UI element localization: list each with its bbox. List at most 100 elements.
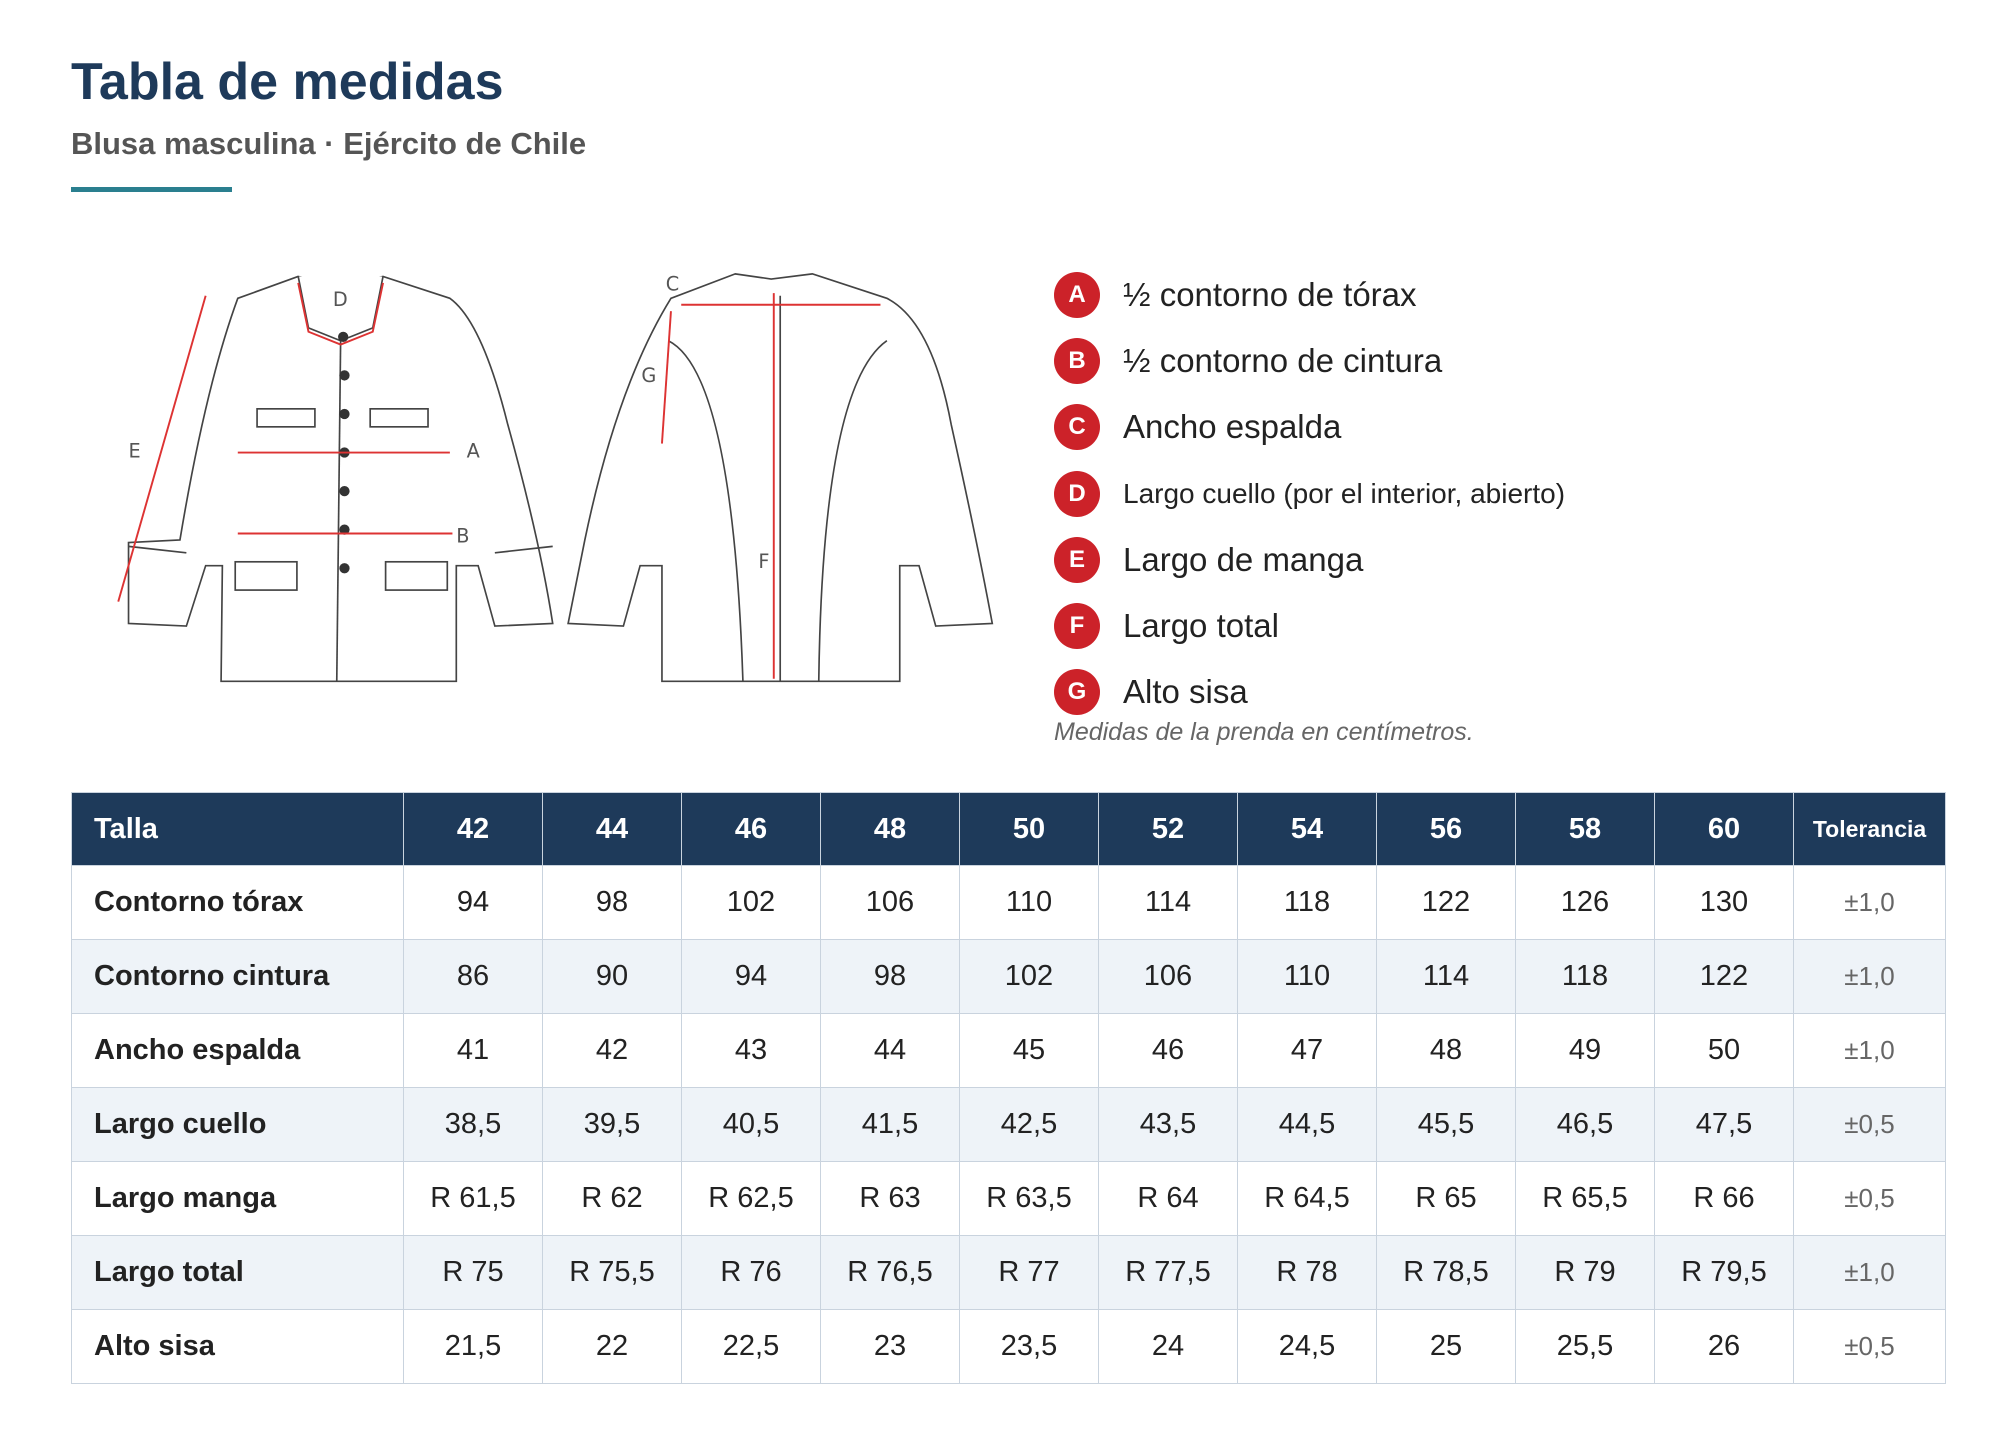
row-label: Contorno cintura — [71, 939, 404, 1014]
legend-item: G Alto sisa — [1054, 659, 1565, 725]
cell: 44 — [820, 1013, 960, 1088]
cell: ±0,5 — [1793, 1087, 1946, 1162]
cell: R 66 — [1654, 1161, 1794, 1236]
cell: R 77 — [959, 1235, 1099, 1310]
cell: 122 — [1376, 865, 1516, 940]
cell: 39,5 — [542, 1087, 682, 1162]
table-row: Largo manga R 61,5 R 62 R 62,5 R 63 R 63,5 R 6… — [71, 1161, 1946, 1236]
cell: 48 — [1376, 1013, 1516, 1088]
legend-label: Largo total — [1123, 607, 1279, 645]
cell: 26 — [1654, 1309, 1794, 1384]
diagram-letter: G — [641, 364, 656, 387]
diagram-letter: D — [333, 288, 348, 311]
cell: 22 — [542, 1309, 682, 1384]
cell: 106 — [820, 865, 960, 940]
cell: ±0,5 — [1793, 1161, 1946, 1236]
cell: 24,5 — [1237, 1309, 1377, 1384]
cell: R 63 — [820, 1161, 960, 1236]
row-label: Largo cuello — [71, 1087, 404, 1162]
cell: 130 — [1654, 865, 1794, 940]
legend-label: Ancho espalda — [1123, 408, 1342, 446]
cell: 47,5 — [1654, 1087, 1794, 1162]
cell: 41,5 — [820, 1087, 960, 1162]
header-cell: Talla — [71, 792, 404, 866]
diagram-letter: B — [456, 525, 469, 548]
cell: 46 — [1098, 1013, 1238, 1088]
header-cell: 60 — [1654, 792, 1794, 866]
legend-badge: D — [1054, 470, 1100, 517]
cell: 114 — [1376, 939, 1516, 1014]
cell: 94 — [681, 939, 821, 1014]
diagram-letter: F — [758, 550, 769, 573]
header-cell: 50 — [959, 792, 1099, 866]
cell: 25 — [1376, 1309, 1516, 1384]
legend-badge: B — [1054, 338, 1100, 385]
legend-badge: E — [1054, 536, 1100, 583]
cell: ±1,0 — [1793, 939, 1946, 1014]
row-label: Largo manga — [71, 1161, 404, 1236]
legend-label: Largo de manga — [1123, 540, 1364, 578]
cell: R 64 — [1098, 1161, 1238, 1236]
legend-label: ½ contorno de cintura — [1123, 342, 1443, 380]
header-row: Talla 42 44 46 48 50 52 54 56 58 60 Tolerancia — [71, 792, 1946, 866]
note: Medidas de la prenda en centímetros. — [1054, 718, 1474, 746]
cell: 94 — [403, 865, 543, 940]
legend-item: A ½ contorno de tórax — [1054, 262, 1565, 328]
cell: 42 — [542, 1013, 682, 1088]
header-cell: 58 — [1515, 792, 1655, 866]
cell: 126 — [1515, 865, 1655, 940]
legend-item: F Largo total — [1054, 593, 1565, 659]
header-cell: 42 — [403, 792, 543, 866]
cell: 49 — [1515, 1013, 1655, 1088]
accent-bar — [71, 187, 232, 192]
cell: 41 — [403, 1013, 543, 1088]
legend-badge: A — [1054, 272, 1100, 319]
legend-item: C Ancho espalda — [1054, 394, 1565, 460]
legend-badge: C — [1054, 404, 1100, 451]
cell: 98 — [820, 939, 960, 1014]
cell: 98 — [542, 865, 682, 940]
cell: R 64,5 — [1237, 1161, 1377, 1236]
table-row: Alto sisa 21,5 22 22,5 23 23,5 24 24,5 25 25,5 26 ±… — [71, 1309, 1946, 1384]
table-row: Contorno tórax 94 98 102 106 110 114 118 122 126 1… — [71, 865, 1946, 940]
cell: 25,5 — [1515, 1309, 1655, 1384]
cell: 21,5 — [403, 1309, 543, 1384]
cell: 43 — [681, 1013, 821, 1088]
cell: R 77,5 — [1098, 1235, 1238, 1310]
row-label: Contorno tórax — [71, 865, 404, 940]
cell: R 79 — [1515, 1235, 1655, 1310]
cell: R 62,5 — [681, 1161, 821, 1236]
cell: R 65,5 — [1515, 1161, 1655, 1236]
cell: 102 — [681, 865, 821, 940]
cell: 23 — [820, 1309, 960, 1384]
cell: 102 — [959, 939, 1099, 1014]
cell: 106 — [1098, 939, 1238, 1014]
cell: 22,5 — [681, 1309, 821, 1384]
legend-item: B ½ contorno de cintura — [1054, 328, 1565, 394]
cell: 110 — [959, 865, 1099, 940]
cell: 114 — [1098, 865, 1238, 940]
cell: 122 — [1654, 939, 1794, 1014]
header-cell: 48 — [820, 792, 960, 866]
cell: 45 — [959, 1013, 1099, 1088]
table-row: Largo total R 75 R 75,5 R 76 R 76,5 R 77 R 77,… — [71, 1235, 1946, 1310]
cell: 24 — [1098, 1309, 1238, 1384]
cell: 86 — [403, 939, 543, 1014]
legend-label: Alto sisa — [1123, 673, 1248, 711]
table-row: Contorno cintura 86 90 94 98 102 106 110 114 118 1… — [71, 939, 1946, 1014]
cell: R 75,5 — [542, 1235, 682, 1310]
legend-badge: F — [1054, 603, 1100, 650]
cell: ±1,0 — [1793, 1235, 1946, 1310]
row-label: Largo total — [71, 1235, 404, 1310]
legend-item: D Largo cuello (por el interior, abierto) — [1054, 461, 1565, 527]
legend-badge: G — [1054, 669, 1100, 716]
table-row: Largo cuello 38,5 39,5 40,5 41,5 42,5 43,5 44,5… — [71, 1087, 1946, 1162]
cell: R 65 — [1376, 1161, 1516, 1236]
diagram-letter: A — [467, 440, 481, 463]
cell: R 79,5 — [1654, 1235, 1794, 1310]
header-cell: 46 — [681, 792, 821, 866]
header-cell: 52 — [1098, 792, 1238, 866]
cell: R 61,5 — [403, 1161, 543, 1236]
cell: R 76,5 — [820, 1235, 960, 1310]
cell: ±1,0 — [1793, 865, 1946, 940]
